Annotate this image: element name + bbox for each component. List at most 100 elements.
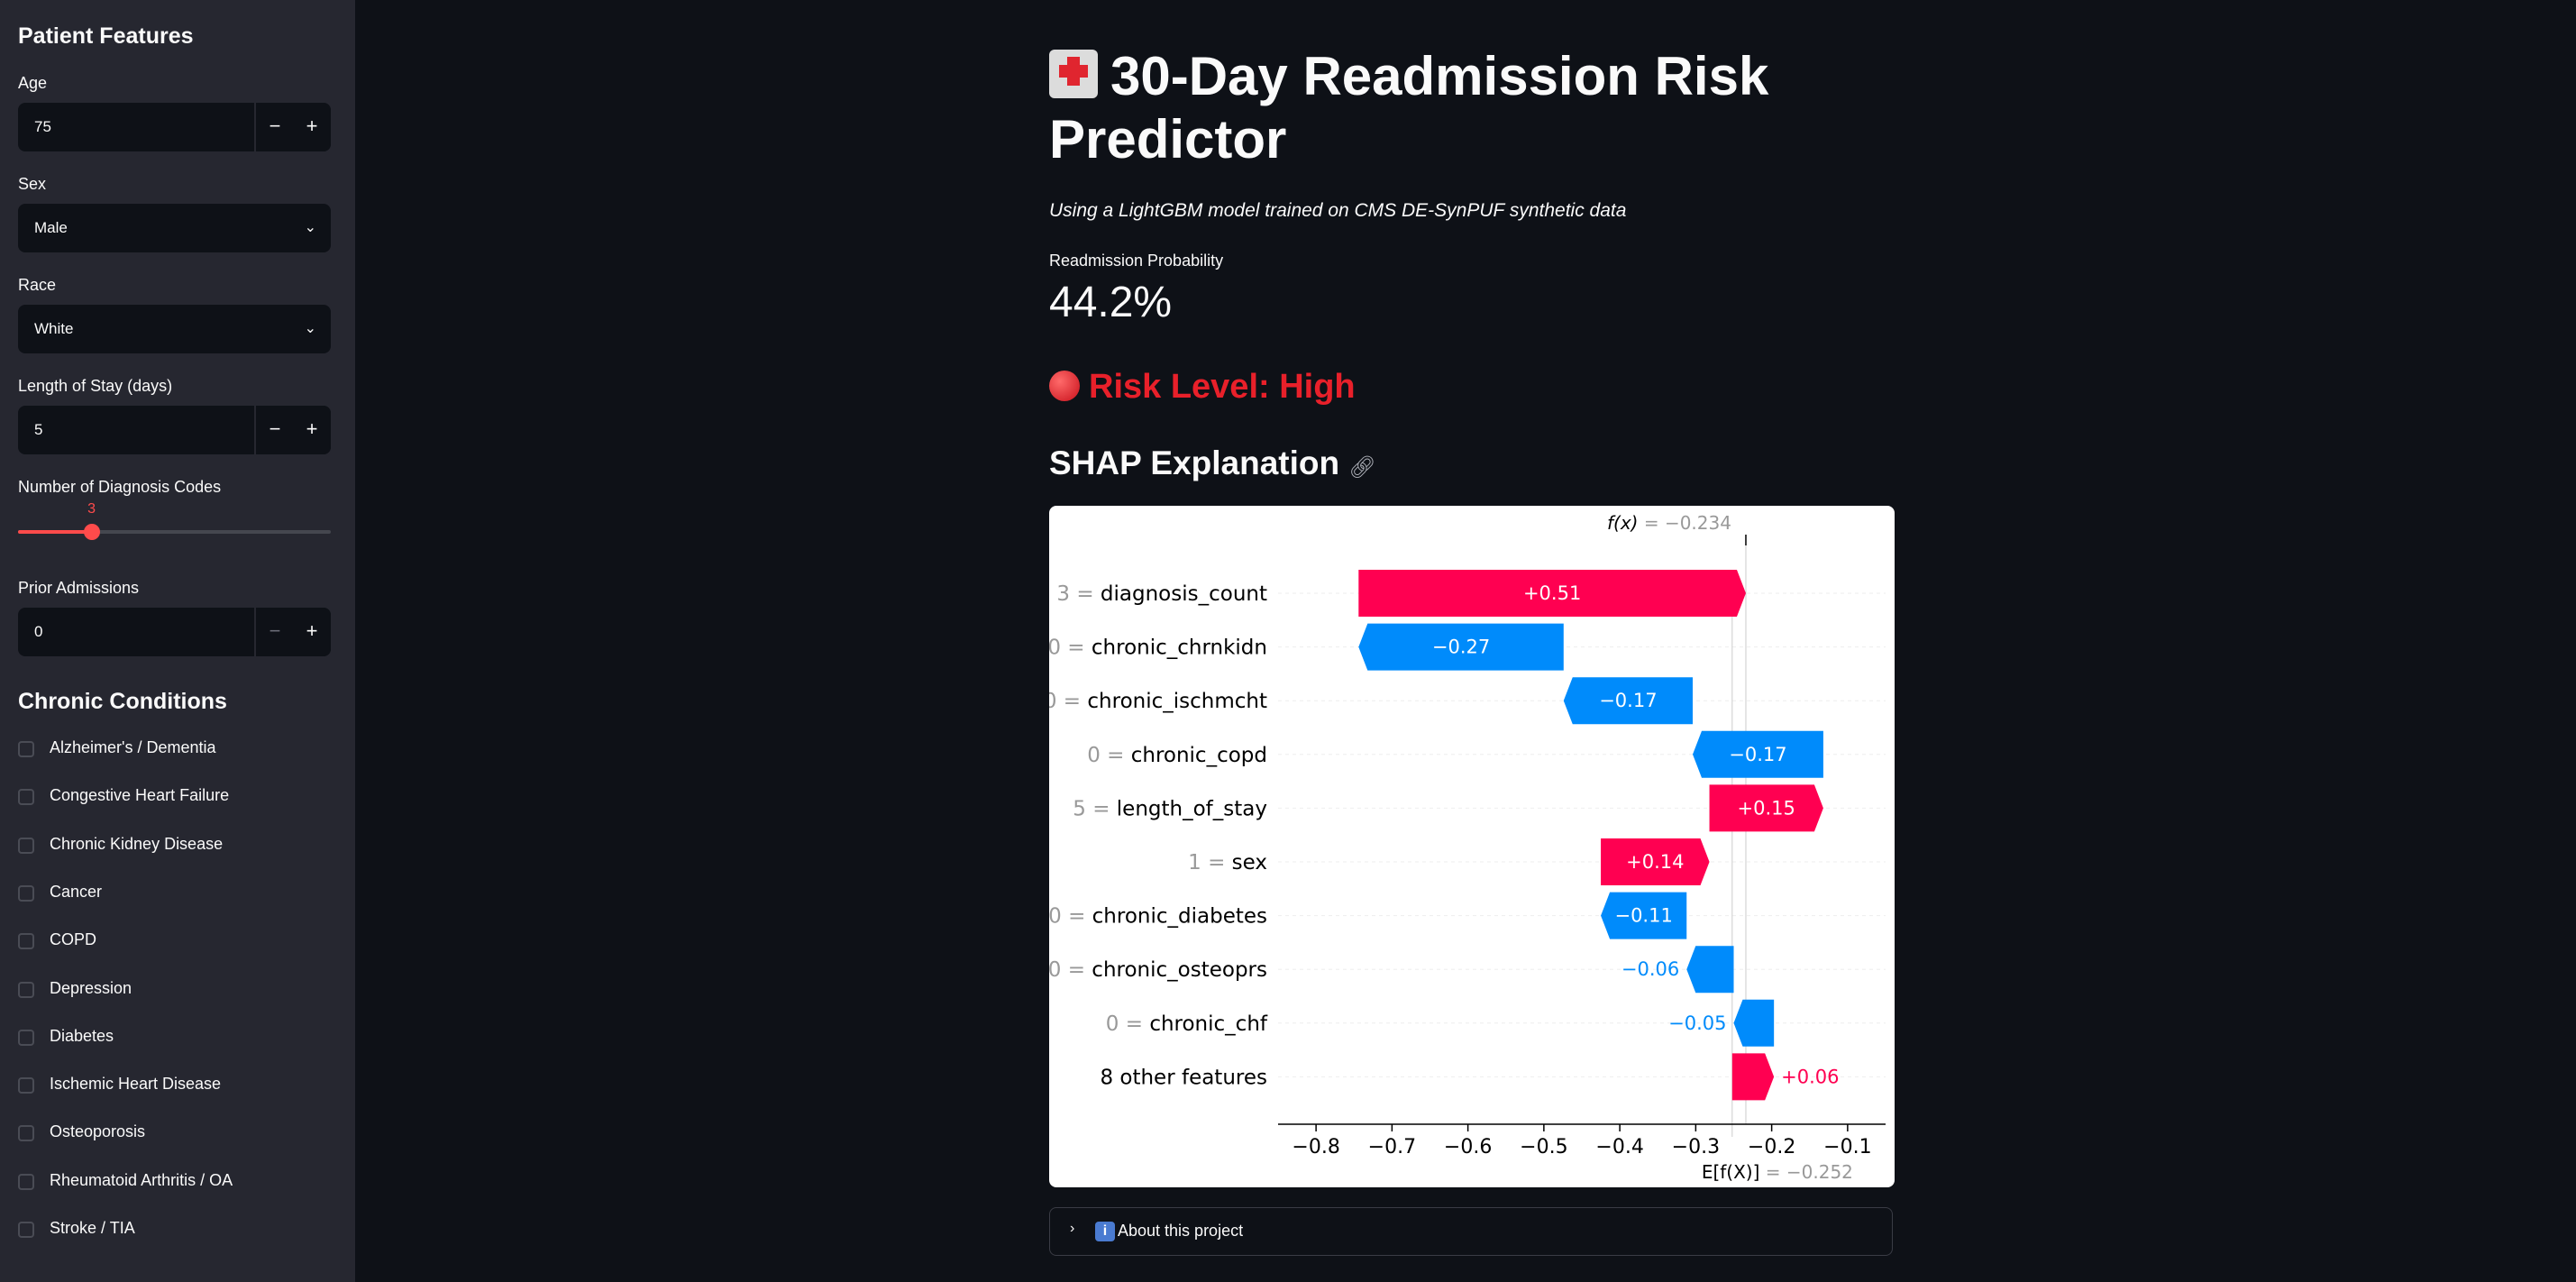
prior-admissions-label: Prior Admissions — [18, 579, 140, 597]
metric-value: 44.2% — [1049, 279, 1173, 326]
shap-value-label: −0.06 — [1621, 958, 1679, 980]
chevron-down-icon: ⌄ — [304, 321, 316, 336]
shap-bar — [1709, 784, 1823, 832]
checkbox-label: Stroke / TIA — [50, 1219, 135, 1237]
shap-value-label: −0.11 — [1614, 905, 1672, 927]
diagnosis-codes-slider[interactable]: 3 — [18, 501, 331, 540]
race-label: Race — [18, 276, 57, 294]
feature-label: 0 = chronic_chf — [1106, 1012, 1268, 1036]
checkbox[interactable] — [18, 1029, 34, 1046]
length-of-stay-input[interactable]: 5 − + — [18, 406, 331, 454]
shap-chart-card: +0.51 3 = diagnosis_count −0.27 0 = chronic… — [1044, 506, 1895, 1187]
metric-label: Readmission Probability — [1049, 252, 1224, 270]
fx-label: f(x) = −0.234 — [1607, 512, 1731, 534]
chronic-conditions-title: Chronic Conditions — [18, 689, 227, 714]
checkbox[interactable] — [18, 1173, 34, 1190]
slider-value: 3 — [87, 501, 96, 517]
sex-value: Male — [34, 219, 68, 236]
base-value-label: E[f(X)] = −0.252 — [1702, 1161, 1853, 1183]
length-of-stay-increment-button[interactable]: + — [293, 406, 331, 454]
shap-value-label: +0.06 — [1781, 1066, 1839, 1087]
x-tick-label: −0.3 — [1672, 1136, 1720, 1158]
subtitle-caption: Using a LightGBM model trained on CMS DE… — [1049, 200, 1627, 221]
shap-value-label: +0.14 — [1626, 851, 1684, 873]
x-tick-label: −0.5 — [1520, 1136, 1567, 1158]
shap-value-label: −0.17 — [1729, 744, 1786, 765]
feature-label: 0 = chronic_diabetes — [1049, 905, 1267, 929]
age-increment-button[interactable]: + — [293, 103, 331, 151]
checkbox-label: Ischemic Heart Disease — [50, 1075, 222, 1094]
shap-bar — [1693, 730, 1823, 778]
page-title: 30-Day Readmission Risk Predictor — [1049, 46, 1769, 169]
age-value[interactable]: 75 — [34, 118, 51, 135]
age-decrement-button[interactable]: − — [254, 103, 294, 151]
prior-admissions-increment-button[interactable]: + — [293, 608, 331, 656]
checkbox[interactable] — [18, 837, 34, 854]
main-content: 30-Day Readmission Risk Predictor Using … — [355, 0, 2576, 1282]
x-tick-label: −0.8 — [1292, 1136, 1339, 1158]
checkbox-label: Cancer — [50, 882, 103, 901]
slider-fill — [18, 530, 92, 534]
sex-select[interactable]: Male ⌄ — [18, 204, 331, 252]
info-icon: i — [1095, 1222, 1115, 1241]
age-label: Age — [18, 74, 48, 92]
shap-value-label: +0.51 — [1523, 582, 1581, 604]
risk-level: Risk Level: High — [1049, 368, 1356, 407]
checkbox-label: Chronic Kidney Disease — [50, 834, 224, 853]
shap-value-label: −0.27 — [1432, 636, 1490, 658]
checkbox[interactable] — [18, 1125, 34, 1142]
checkbox[interactable] — [18, 884, 34, 902]
risk-level-text: Risk Level: High — [1089, 368, 1356, 406]
about-expander[interactable]: › i About this project — [1049, 1207, 1893, 1256]
shap-value-label: −0.17 — [1599, 690, 1657, 711]
slider-thumb[interactable] — [83, 524, 100, 540]
checkbox[interactable] — [18, 741, 34, 757]
checkbox[interactable] — [18, 1077, 34, 1094]
checkbox[interactable] — [18, 981, 34, 998]
feature-label: 8 other features — [1100, 1066, 1267, 1089]
feature-label: 0 = chronic_osteoprs — [1049, 958, 1267, 982]
x-tick-label: −0.1 — [1823, 1136, 1871, 1158]
prior-admissions-decrement-button[interactable]: − — [254, 608, 294, 656]
shap-bar — [1733, 999, 1775, 1047]
shap-bar — [1563, 677, 1694, 725]
length-of-stay-value[interactable]: 5 — [34, 421, 43, 438]
checkbox[interactable] — [18, 933, 34, 950]
shap-bar — [1686, 946, 1734, 994]
shap-bar — [1358, 570, 1746, 617]
sex-label: Sex — [18, 175, 47, 193]
red-circle-icon — [1049, 371, 1080, 401]
shap-bar — [1601, 892, 1687, 939]
x-tick-label: −0.6 — [1444, 1136, 1492, 1158]
feature-label: 0 = chronic_ischmcht — [1049, 690, 1267, 713]
feature-label: 1 = sex — [1188, 851, 1267, 875]
shap-bar — [1731, 1053, 1775, 1101]
race-value: White — [34, 320, 74, 337]
about-expander-label: About this project — [1118, 1222, 1244, 1240]
shap-heading: SHAP Explanation 🔗︎ — [1049, 444, 1376, 481]
race-select[interactable]: White ⌄ — [18, 305, 331, 353]
sidebar-title: Patient Features — [18, 23, 194, 49]
feature-label: 0 = chronic_chrnkidn — [1049, 636, 1267, 660]
checkbox[interactable] — [18, 789, 34, 806]
link-icon[interactable]: 🔗︎ — [1348, 455, 1376, 480]
prior-admissions-value[interactable]: 0 — [34, 623, 43, 640]
sidebar: Patient Features Age 75 − + Sex Male ⌄ R… — [0, 0, 355, 1282]
length-of-stay-label: Length of Stay (days) — [18, 377, 173, 395]
age-input[interactable]: 75 − + — [18, 103, 331, 151]
hospital-icon — [1049, 50, 1098, 98]
checkbox[interactable] — [18, 1222, 34, 1238]
shap-value-label: +0.15 — [1738, 797, 1795, 819]
checkbox-label: Alzheimer's / Dementia — [50, 738, 216, 756]
chevron-down-icon: ⌄ — [304, 220, 316, 235]
checkbox-label: Congestive Heart Failure — [50, 786, 230, 805]
feature-label: 3 = diagnosis_count — [1056, 582, 1267, 606]
prior-admissions-input[interactable]: 0 − + — [18, 608, 331, 656]
checkbox-label: Osteoporosis — [50, 1122, 146, 1141]
shap-value-label: −0.05 — [1668, 1012, 1726, 1034]
checkbox-label: Depression — [50, 978, 132, 997]
checkbox-label: COPD — [50, 930, 97, 949]
length-of-stay-decrement-button[interactable]: − — [254, 406, 294, 454]
diagnosis-codes-label: Number of Diagnosis Codes — [18, 478, 222, 496]
shap-waterfall-chart: +0.51 3 = diagnosis_count −0.27 0 = chronic… — [1044, 512, 1886, 1183]
